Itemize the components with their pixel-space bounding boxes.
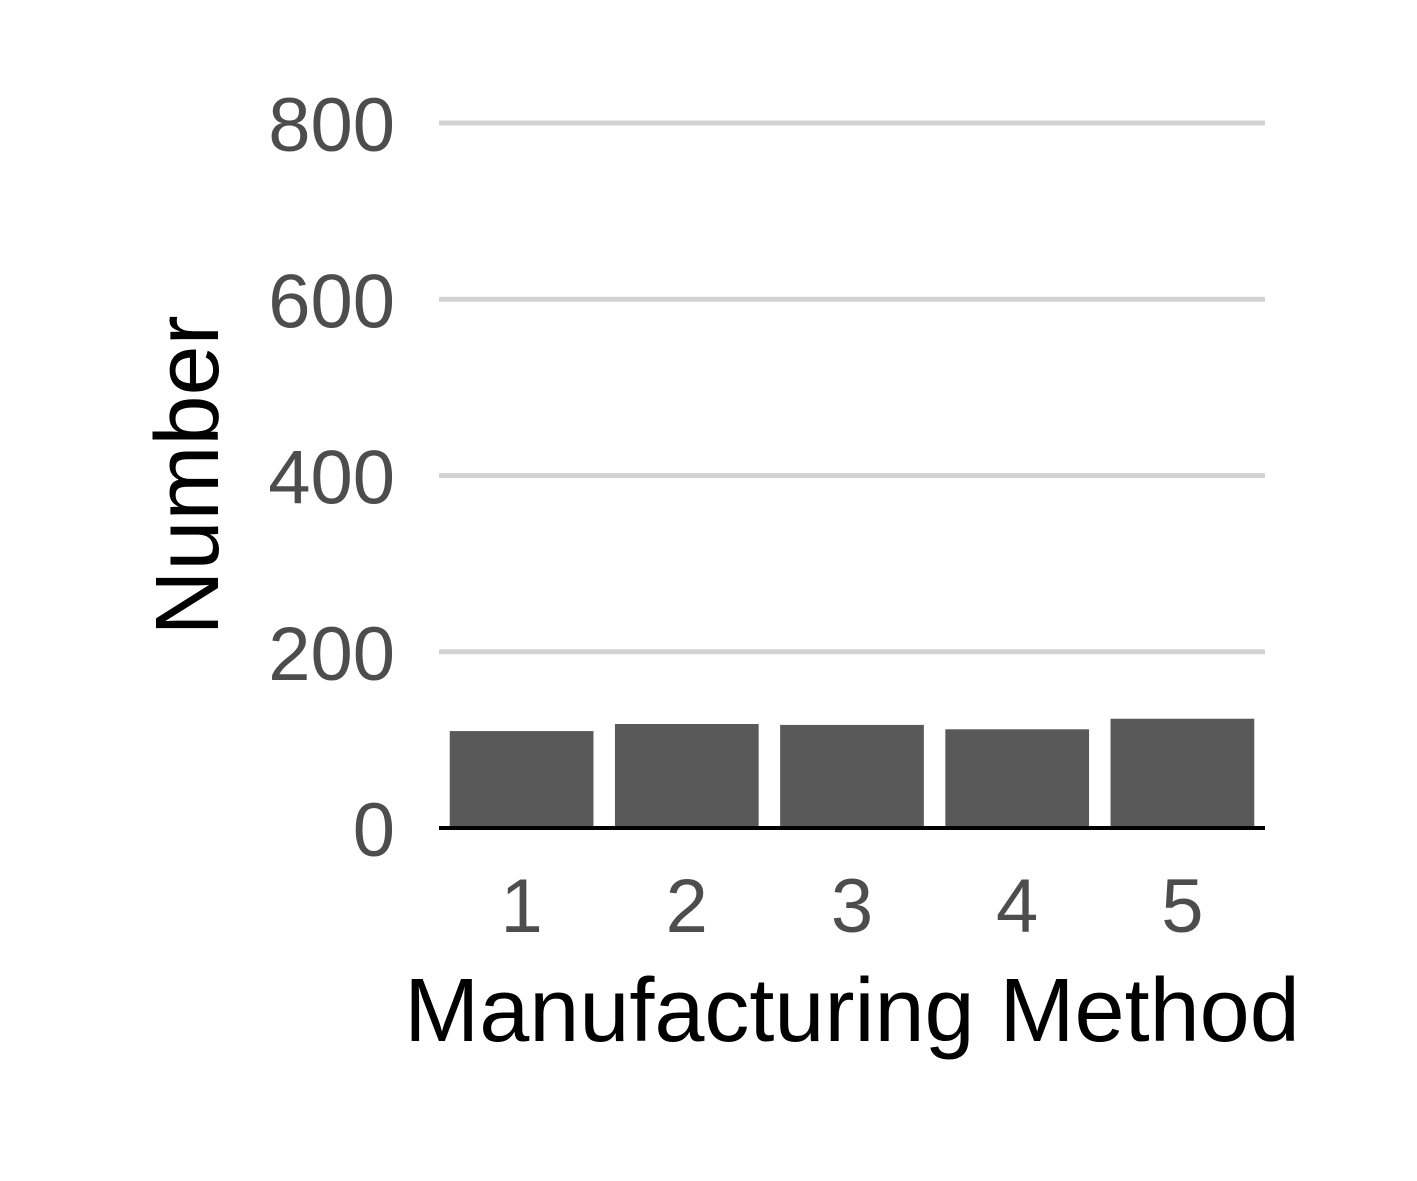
y-tick-label-600: 600 [268,259,395,344]
bar-5 [1110,718,1255,828]
y-tick-label-200: 200 [268,612,395,697]
bar-3 [780,724,924,828]
x-tick-label-5: 5 [1161,864,1203,949]
y-axis-title: Number [138,315,238,635]
y-tick-label-400: 400 [268,436,395,521]
bar-2 [614,724,759,828]
x-tick-labels: 1 2 3 4 5 [500,864,1203,949]
x-tick-label-4: 4 [996,864,1038,949]
x-tick-label-1: 1 [500,864,542,949]
x-tick-label-2: 2 [666,864,708,949]
y-tick-label-0: 0 [353,788,395,873]
x-tick-label-3: 3 [831,864,873,949]
bar-1 [449,731,594,828]
bars [449,718,1255,828]
y-tick-labels: 0 200 400 600 800 [268,83,395,873]
x-axis-title: Manufacturing Method [404,961,1300,1061]
bar-4 [945,729,1090,828]
gridlines [439,120,1265,655]
y-tick-label-800: 800 [268,83,395,168]
